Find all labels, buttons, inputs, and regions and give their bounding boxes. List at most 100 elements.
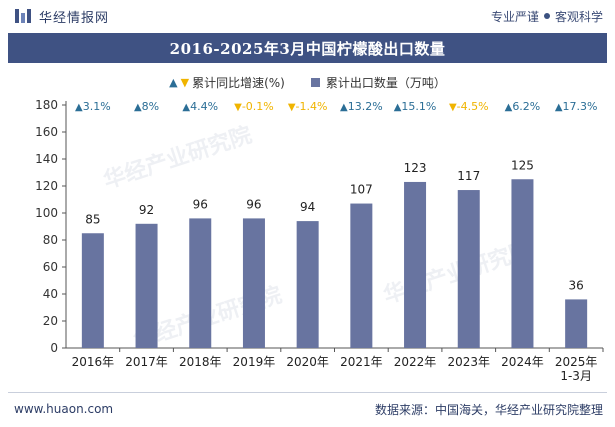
growth-value: 13.2% (348, 100, 383, 113)
growth-label: ▲13.2% (340, 100, 383, 113)
bar-chart: 020406080100120140160180852016年▲3.1%9220… (35, 98, 604, 383)
x-tick-label: 2025年 1-3月 (555, 355, 598, 383)
triangle-down-icon: ▼ (449, 102, 457, 113)
growth-label: ▲8% (134, 100, 159, 113)
triangle-up-icon: ▲ (394, 102, 402, 113)
bar-value-label: 96 (246, 197, 261, 211)
x-tick-label-line: 2025年 (555, 355, 598, 369)
bar-value-label: 94 (300, 200, 315, 214)
x-tick-label: 2020年 (286, 355, 329, 369)
x-tick-label-line: 1-3月 (560, 369, 592, 383)
bar (350, 203, 373, 348)
slogan-left: 专业严谨 (490, 9, 539, 24)
growth-value: -1.4% (296, 100, 328, 113)
header-bar: 华经情报网 专业严谨 客观科学 (0, 0, 615, 32)
y-tick-label: 80 (43, 233, 58, 247)
slogan: 专业严谨 客观科学 (491, 8, 603, 25)
x-tick-label: 2024年 (501, 355, 544, 369)
bar (81, 233, 104, 348)
y-tick-label: 160 (35, 125, 58, 139)
y-tick-label: 0 (50, 341, 58, 355)
growth-label: ▼-4.5% (449, 100, 489, 113)
brand[interactable]: 华经情报网 (14, 7, 109, 26)
bar (242, 218, 265, 348)
x-tick-label-line: 2018年 (179, 355, 222, 369)
triangle-up-icon: ▲ (340, 102, 348, 113)
x-tick-label-line: 2019年 (233, 355, 276, 369)
y-tick-label: 120 (35, 179, 58, 193)
x-tick-label: 2022年 (394, 355, 437, 369)
bar (135, 223, 158, 348)
growth-label: ▼-0.1% (234, 100, 274, 113)
bar (296, 221, 319, 348)
bar-value-label: 85 (85, 212, 100, 226)
x-tick-label: 2023年 (447, 355, 490, 369)
growth-label: ▼-1.4% (288, 100, 328, 113)
growth-label: ▲3.1% (75, 100, 111, 113)
growth-label: ▲15.1% (394, 100, 437, 113)
x-tick-label-line: 2016年 (72, 355, 115, 369)
footer-divider (8, 392, 607, 393)
bullet-dot-icon (543, 13, 550, 19)
growth-label: ▲17.3% (555, 100, 598, 113)
growth-value: 17.3% (563, 100, 598, 113)
x-tick-label: 2021年 (340, 355, 383, 369)
legend-bar-label: 累计出口数量（万吨） (325, 75, 446, 90)
bar-value-label: 125 (511, 158, 534, 172)
x-tick-label-line: 2022年 (394, 355, 437, 369)
footer-website[interactable]: www.huaon.com (14, 402, 114, 416)
chart-legend: ▲ ▼ 累计同比增速(%) 累计出口数量（万吨） (0, 72, 615, 92)
chart-title-text: 2016-2025年3月中国柠檬酸出口数量 (169, 39, 446, 58)
x-tick-label-line: 2020年 (286, 355, 329, 369)
legend-bar[interactable]: 累计出口数量（万吨） (310, 74, 446, 91)
bar-value-label: 123 (404, 161, 427, 175)
growth-value: -0.1% (242, 100, 274, 113)
triangle-down-icon: ▼ (234, 102, 242, 113)
growth-label: ▲6.2% (505, 100, 541, 113)
x-tick-label: 2016年 (72, 355, 115, 369)
bar-value-label: 96 (193, 197, 208, 211)
triangle-down-icon: ▼ (288, 102, 296, 113)
y-tick-label: 180 (35, 98, 58, 112)
growth-value: -4.5% (457, 100, 489, 113)
growth-value: 4.4% (190, 100, 218, 113)
growth-value: 15.1% (401, 100, 436, 113)
bar (511, 179, 534, 348)
x-tick-label-line: 2024年 (501, 355, 544, 369)
legend-growth-label: 累计同比增速(%) (192, 75, 285, 90)
x-tick-label-line: 2023年 (447, 355, 490, 369)
triangle-up-icon: ▲ (134, 102, 142, 113)
bar-value-label: 36 (569, 278, 584, 292)
triangle-up-icon: ▲ (555, 102, 563, 113)
triangle-up-icon: ▲ (75, 102, 83, 113)
bar (189, 218, 212, 348)
triangle-up-icon: ▲ (505, 102, 513, 113)
chart-title: 2016-2025年3月中国柠檬酸出口数量 (8, 33, 607, 63)
bar (565, 299, 588, 348)
x-tick-label-line: 2017年 (125, 355, 168, 369)
x-tick-label: 2018年 (179, 355, 222, 369)
x-tick-label: 2017年 (125, 355, 168, 369)
huajing-logo-icon (15, 9, 31, 23)
growth-label: ▲4.4% (182, 100, 218, 113)
footer: www.huaon.com 数据来源：中国海关，华经产业研究院整理 (0, 397, 615, 421)
triangle-up-icon: ▲ (169, 75, 178, 89)
bar-value-label: 92 (139, 203, 154, 217)
bar-value-label: 117 (457, 169, 480, 183)
y-tick-label: 100 (35, 206, 58, 220)
y-tick-label: 40 (43, 287, 58, 301)
growth-value: 3.1% (83, 100, 111, 113)
x-tick-label: 2019年 (233, 355, 276, 369)
legend-growth[interactable]: ▲ ▼ 累计同比增速(%) (169, 74, 285, 91)
brand-name: 华经情报网 (39, 10, 110, 26)
x-tick-label-line: 2021年 (340, 355, 383, 369)
growth-value: 6.2% (512, 100, 540, 113)
bar (457, 190, 480, 348)
y-tick-label: 20 (43, 314, 58, 328)
triangle-up-icon: ▲ (182, 102, 190, 113)
bar (404, 181, 427, 348)
bar-swatch-icon (310, 77, 320, 87)
y-tick-label: 140 (35, 152, 58, 166)
footer-source: 数据来源：中国海关，华经产业研究院整理 (374, 402, 603, 417)
triangle-down-icon: ▼ (180, 75, 190, 89)
